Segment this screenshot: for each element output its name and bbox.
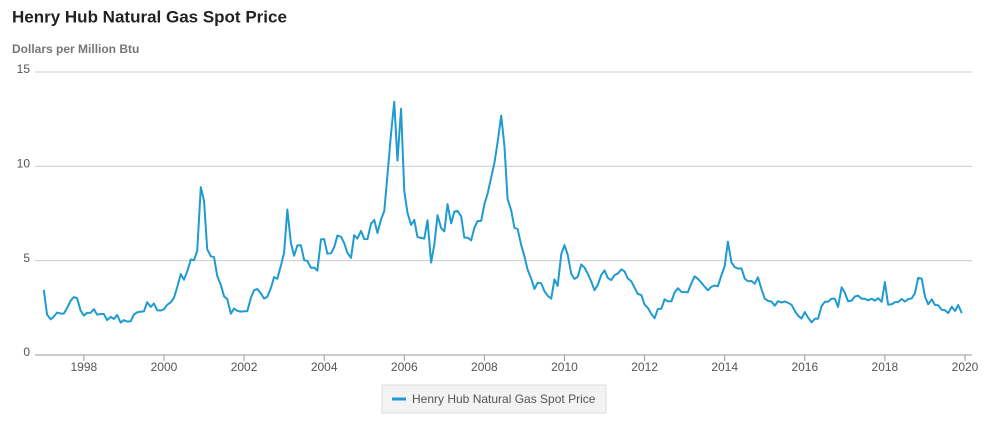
legend-label: Henry Hub Natural Gas Spot Price: [412, 392, 596, 406]
y-tick-label: 15: [17, 62, 31, 76]
legend-box: [381, 384, 607, 414]
x-tick-label: 2006: [391, 360, 418, 374]
x-tick-label: 2004: [311, 360, 338, 374]
x-tick-label: 2012: [631, 360, 658, 374]
x-tick-label: 2002: [231, 360, 258, 374]
x-tick-label: 2000: [151, 360, 178, 374]
y-tick-label: 10: [17, 157, 31, 171]
x-tick-label: 2020: [952, 360, 979, 374]
x-tick-label: 2014: [711, 360, 738, 374]
y-tick-label: 5: [23, 251, 30, 265]
y-tick-label: 0: [23, 345, 30, 359]
series-line: [42, 100, 963, 324]
x-tick-label: 2010: [551, 360, 578, 374]
x-tick-label: 2018: [872, 360, 899, 374]
x-tick-label: 2008: [471, 360, 498, 374]
chart-title: Henry Hub Natural Gas Spot Price: [12, 7, 287, 26]
chart-subtitle: Dollars per Million Btu: [12, 42, 139, 56]
x-tick-label: 1998: [71, 360, 98, 374]
x-tick-label: 2016: [791, 360, 818, 374]
